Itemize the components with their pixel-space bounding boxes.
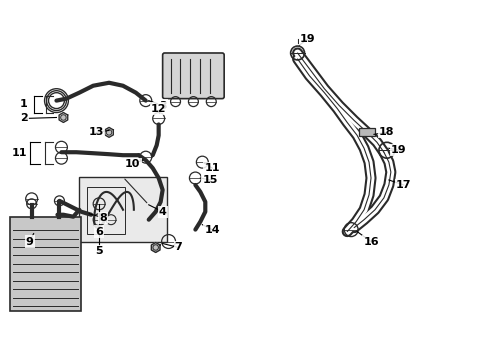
Polygon shape — [59, 113, 67, 122]
Text: 19: 19 — [390, 145, 406, 155]
Text: 13: 13 — [88, 127, 103, 138]
Polygon shape — [104, 127, 113, 137]
Text: 2: 2 — [20, 113, 27, 123]
Text: 5: 5 — [95, 247, 103, 256]
Text: 15: 15 — [202, 175, 218, 185]
Text: 18: 18 — [378, 127, 394, 138]
Polygon shape — [151, 243, 160, 252]
Text: 1: 1 — [20, 99, 27, 109]
Text: 12: 12 — [151, 104, 166, 113]
Text: 14: 14 — [204, 225, 220, 235]
Text: 3: 3 — [159, 100, 166, 111]
Bar — [79, 177, 166, 242]
Text: 11: 11 — [12, 148, 27, 158]
Text: 4: 4 — [159, 207, 166, 217]
Text: 10: 10 — [125, 159, 140, 169]
Text: 6: 6 — [95, 226, 103, 237]
Text: 8: 8 — [99, 213, 107, 223]
Text: 9: 9 — [26, 237, 34, 247]
Text: 7: 7 — [174, 243, 182, 252]
Text: 11: 11 — [204, 163, 220, 173]
Bar — [10, 217, 81, 311]
Text: 19: 19 — [299, 34, 315, 44]
Text: 16: 16 — [363, 237, 378, 247]
Bar — [358, 129, 374, 136]
Text: 17: 17 — [395, 180, 411, 190]
Bar — [87, 187, 124, 234]
FancyBboxPatch shape — [163, 53, 224, 99]
